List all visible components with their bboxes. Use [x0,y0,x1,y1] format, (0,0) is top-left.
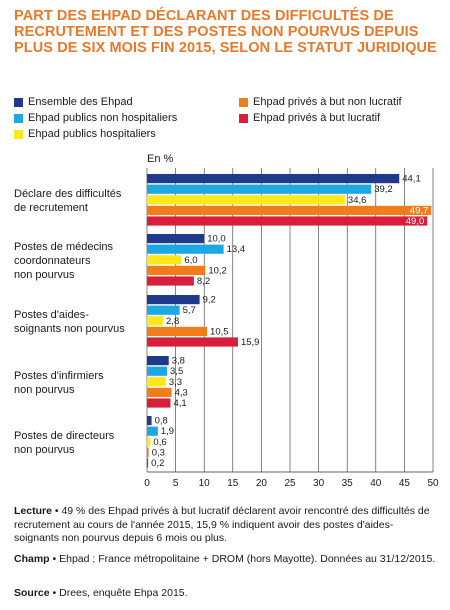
category-label: Postes d'aides- [14,309,89,321]
bar [147,305,180,315]
data-label: 44,1 [402,174,421,185]
data-label: 9,2 [203,295,216,306]
note-lecture: Lecture • 49 % des Ehpad privés à but lu… [14,505,436,546]
category-label: de recrutement [14,202,88,214]
data-label: 1,9 [161,426,174,437]
bar [147,337,238,347]
data-label: 8,2 [197,276,210,287]
category-label: non pourvus [14,269,75,281]
legend-label: Ehpad privés à but non lucratif [253,96,402,108]
bar [147,205,432,215]
bar [147,356,169,366]
legend-item-prives-non-lucratif: Ehpad privés à but non lucratif [239,96,402,108]
note-champ-text: • Ehpad ; France métropolitaine + DROM (… [49,553,436,565]
note-source-label: Source [14,587,50,599]
legend-swatch [239,113,248,123]
bar [147,366,168,376]
bar [147,255,182,265]
data-label: 10,0 [207,234,226,245]
legend-swatch [14,97,23,107]
x-tick-label: 10 [199,478,211,489]
x-tick-label: 5 [173,478,179,489]
bar [147,295,200,305]
x-tick-label: 20 [256,478,268,489]
data-label: 3,3 [169,377,182,388]
data-label: 10,2 [208,265,227,276]
data-label: 4,1 [173,398,186,409]
chart-title: PART DES EHPAD DÉCLARANT DES DIFFICULTÉS… [14,8,437,56]
legend-label: Ehpad privés à but lucratif [253,112,381,124]
data-label: 13,4 [227,244,246,255]
x-tick-label: 45 [399,478,411,489]
bar [147,398,171,408]
x-tick-label: 50 [427,478,439,489]
legend-swatch [14,129,23,139]
bar [147,316,164,326]
note-source-text: • Drees, enquête Ehpa 2015. [49,587,188,599]
bar [147,234,205,244]
data-label: 49,7 [410,205,429,216]
data-label: 5,7 [183,305,196,316]
bar [147,437,151,447]
bar [147,184,372,194]
bar-chart: En % 0 5 10 15 20 25 30 35 40 45 50 Déclare des diff… [14,153,439,489]
bar [147,244,224,254]
legend-swatch [239,97,248,107]
x-tick-label: 30 [313,478,325,489]
data-label: 2,8 [166,316,179,327]
data-label: 3,5 [170,366,183,377]
legend-item-prives-lucratif: Ehpad privés à but lucratif [239,112,380,124]
legend-label: Ehpad publics non hospitaliers [28,112,178,124]
x-tick-label: 40 [370,478,382,489]
data-label: 6,0 [184,255,197,266]
bar [147,276,194,286]
x-tick-label: 35 [342,478,354,489]
bar [147,416,152,426]
x-tick-label: 0 [144,478,150,489]
data-label: 0,3 [152,447,165,458]
bar [147,377,166,387]
note-source: Source • Drees, enquête Ehpa 2015. [14,587,436,601]
legend-item-ensemble: Ensemble des Ehpad [14,96,133,108]
data-label: 0,2 [151,458,164,469]
bar [147,426,158,436]
note-champ: Champ • Ehpad ; France métropolitaine + … [14,553,436,567]
data-label: 3,8 [172,356,185,367]
data-label: 0,8 [155,416,168,427]
data-label: 0,6 [153,437,166,448]
unit-label: En % [147,153,174,165]
note-champ-label: Champ [14,553,50,565]
bar [147,174,400,184]
bar [147,447,149,457]
bar [147,265,206,275]
data-label: 15,9 [241,337,260,348]
legend-item-publics-non-hospitaliers: Ehpad publics non hospitaliers [14,112,177,124]
data-label: 34,6 [348,195,367,206]
note-lecture-text: • 49 % des Ehpad privés à but lucratif d… [14,505,430,544]
category-label: soignants non pourvus [14,323,125,335]
category-label: non pourvus [14,384,75,396]
category-label: Postes de directeurs [14,430,115,442]
data-label: 39,2 [374,184,393,195]
legend-swatch [14,113,23,123]
bar [147,387,172,397]
x-tick-label: 25 [284,478,296,489]
note-lecture-label: Lecture [14,505,52,517]
category-label: Déclare des difficultés [14,188,122,200]
legend-label: Ehpad publics hospitaliers [28,128,156,140]
data-label: 4,3 [175,387,188,398]
legend-item-publics-hospitaliers: Ehpad publics hospitaliers [14,128,156,140]
data-label: 10,5 [210,326,229,337]
bar [147,326,208,336]
category-label: Postes d'infirmiers [14,370,104,382]
bar [147,458,149,468]
data-label: 49,0 [406,216,425,227]
category-label: coordonnateurs [14,255,91,267]
category-label: non pourvus [14,444,75,456]
x-tick-label: 15 [227,478,239,489]
legend-label: Ensemble des Ehpad [28,96,133,108]
bar [147,195,345,205]
bar [147,216,428,226]
category-label: Postes de médecins [14,241,114,253]
